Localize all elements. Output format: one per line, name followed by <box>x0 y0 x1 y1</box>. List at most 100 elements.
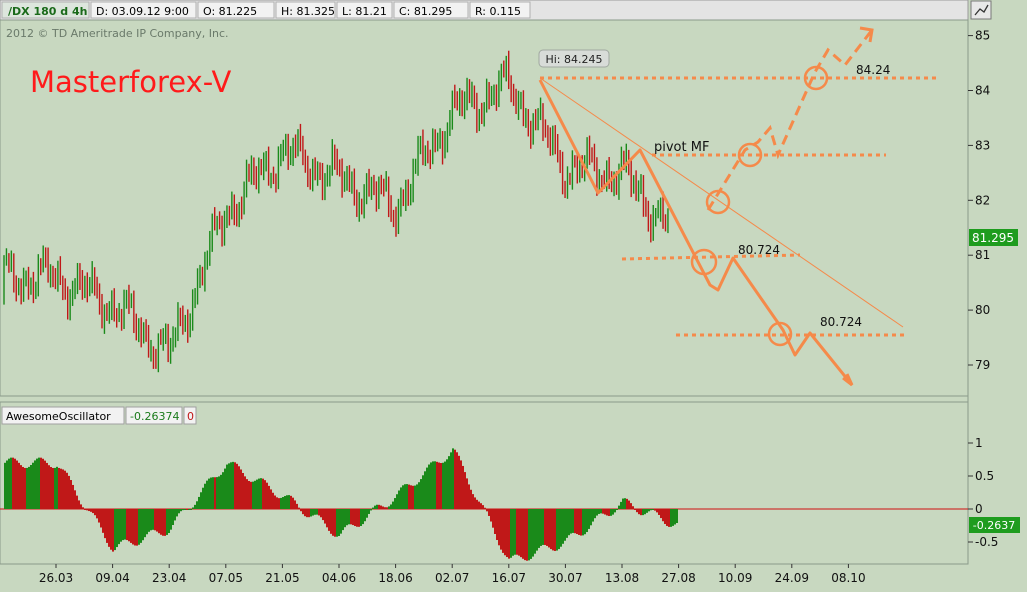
ao-bar <box>354 509 356 527</box>
ao-bar <box>30 465 32 509</box>
ao-bar <box>266 482 268 509</box>
ao-bar <box>308 509 310 518</box>
ao-bar <box>316 509 318 515</box>
ao-bar <box>248 481 250 509</box>
ao-bar <box>520 509 522 558</box>
ao-bar <box>508 509 510 559</box>
ao-bar <box>62 469 64 509</box>
target-circle <box>705 189 731 215</box>
date-tick-label: 21.05 <box>265 571 299 585</box>
chart-style-button[interactable] <box>970 0 992 20</box>
ao-bar <box>602 509 604 514</box>
ao-bar <box>466 478 468 509</box>
ao-bar <box>440 463 442 509</box>
hi-badge: Hi: 84.245 <box>538 49 610 68</box>
ao-bar <box>516 509 518 555</box>
ao-bar <box>132 509 134 545</box>
ao-bar <box>294 500 296 509</box>
ao-bar <box>636 509 638 513</box>
ao-bar <box>220 474 222 509</box>
ao-bar <box>246 479 248 509</box>
level-line <box>621 253 801 261</box>
bullish-path <box>706 29 874 211</box>
ao-bar <box>554 509 556 551</box>
header-bar: /DX 180 d 4h D: 03.09.12 9:00 O: 81.225 … <box>0 0 969 21</box>
ao-bar <box>574 509 576 534</box>
ao-bar <box>504 509 506 556</box>
ao-bar <box>622 498 624 509</box>
date-tick-label: 27.08 <box>661 571 695 585</box>
ao-bar <box>312 509 314 516</box>
date-axis: 26.03 09.04 23.04 07.05 21.05 04.06 18.06 02.07… <box>39 564 866 585</box>
ao-bar <box>208 478 210 509</box>
ao-bar <box>344 509 346 528</box>
ao-bar <box>272 492 274 509</box>
ao-bar <box>224 468 226 509</box>
ao-bar <box>672 509 674 526</box>
ao-bar <box>468 484 470 509</box>
ao-bar <box>76 495 78 509</box>
ao-bar <box>590 509 592 526</box>
ao-bar <box>566 509 568 538</box>
symbol-label[interactable]: /DX 180 d 4h <box>8 5 87 18</box>
ao-bar <box>476 499 478 509</box>
ao-bar <box>448 456 450 509</box>
ao-bar <box>238 466 240 509</box>
ao-bar <box>250 481 252 509</box>
ao-bar <box>336 509 338 537</box>
ao-bar <box>664 509 666 524</box>
ao-bar <box>378 504 380 509</box>
price-tick-label: 84 <box>975 84 990 98</box>
date-tick-label: 08.10 <box>831 571 865 585</box>
ao-bar <box>530 509 532 559</box>
date-tick-label: 18.06 <box>378 571 412 585</box>
ao-bar <box>388 506 390 509</box>
ao-bar <box>244 476 246 509</box>
ao-bar <box>168 509 170 534</box>
ao-bar <box>42 458 44 509</box>
level-mid-label: 80.724 <box>738 243 780 257</box>
ao-bar <box>264 480 266 509</box>
ao-bar <box>194 504 196 509</box>
ao-bar <box>18 462 20 509</box>
ao-bar <box>180 509 182 512</box>
ao-bar <box>206 480 208 509</box>
date-tick-label: 30.07 <box>548 571 582 585</box>
ao-bar <box>322 509 324 521</box>
ao-bar <box>334 509 336 537</box>
ao-bar <box>364 509 366 522</box>
date-tick-label: 07.05 <box>209 571 243 585</box>
ao-bar <box>434 461 436 509</box>
ao-bar <box>610 509 612 516</box>
ao-bar <box>36 458 38 509</box>
ao-bar <box>214 477 216 509</box>
ao-bar <box>186 509 188 510</box>
ao-bar <box>242 472 244 509</box>
ao-bar <box>44 460 46 509</box>
ao-bar <box>644 509 646 515</box>
ao-bar <box>20 465 22 509</box>
ao-bar <box>104 509 106 539</box>
ao-bar <box>626 498 628 509</box>
ao-bar <box>550 509 552 550</box>
ao-bar <box>300 509 302 512</box>
price-tick-label: 81 <box>975 248 990 262</box>
indicator-name[interactable]: AwesomeOscillator <box>6 410 111 423</box>
ao-bar <box>170 509 172 530</box>
ao-bar <box>346 509 348 526</box>
ao-bar <box>144 509 146 538</box>
ao-bar <box>424 471 426 509</box>
ao-bar <box>150 509 152 531</box>
ao-bar <box>422 475 424 509</box>
ao-bar <box>442 462 444 509</box>
ao-bar <box>538 509 540 548</box>
ao-bar <box>592 509 594 522</box>
ao-bar <box>14 458 16 509</box>
indicator-legend: AwesomeOscillator -0.26374 0 <box>1 406 197 425</box>
level-upper-label: 84.24 <box>856 63 890 77</box>
ao-bar <box>4 462 6 509</box>
ao-bar <box>496 509 498 541</box>
ao-bar <box>510 509 512 558</box>
ao-bar <box>178 509 180 514</box>
